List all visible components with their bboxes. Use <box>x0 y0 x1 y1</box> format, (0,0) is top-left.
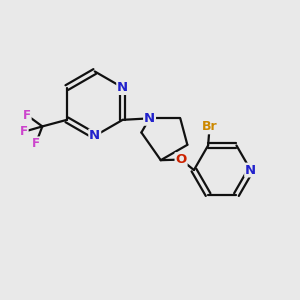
Text: N: N <box>144 112 155 125</box>
Text: N: N <box>245 164 256 176</box>
Text: F: F <box>32 137 40 150</box>
Text: F: F <box>23 109 31 122</box>
Text: N: N <box>117 81 128 94</box>
Text: O: O <box>176 153 187 166</box>
Text: N: N <box>89 130 100 142</box>
Text: F: F <box>20 125 28 138</box>
Text: Br: Br <box>202 120 218 134</box>
